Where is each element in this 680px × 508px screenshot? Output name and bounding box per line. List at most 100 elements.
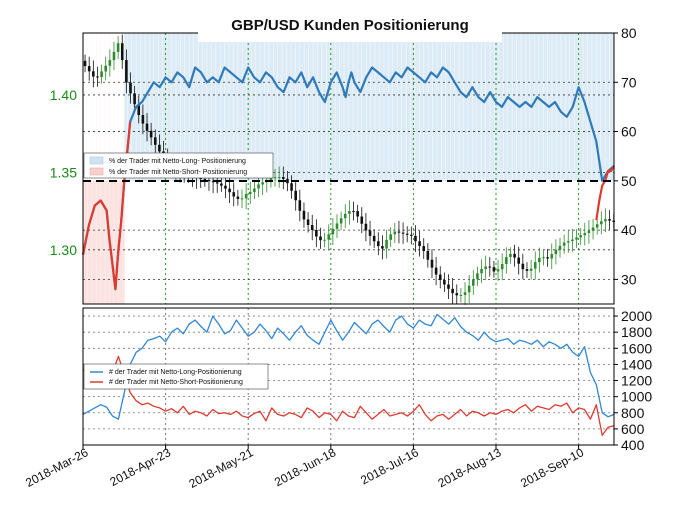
long-zone-slice (602, 33, 606, 181)
long-zone-slice (575, 33, 579, 181)
long-zone-slice (419, 33, 423, 181)
long-zone-slice (552, 33, 556, 181)
price-candle-body (381, 246, 384, 249)
price-candle-body (451, 288, 454, 294)
price-candle-body (298, 200, 302, 211)
long-zone-slice (460, 33, 464, 181)
long-zone-slice (366, 33, 370, 181)
price-candle-body (443, 279, 446, 285)
long-zone-slice (345, 33, 349, 181)
price-candle-body (327, 234, 331, 240)
long-zone-slice (442, 33, 447, 181)
bottom-legend-box (83, 363, 269, 390)
right-tick-label: 30 (621, 271, 637, 287)
long-zone-slice (206, 33, 211, 181)
top-axis-ticks: 30 40 50 60 70 80 1.30 1.35 1.40 (50, 25, 637, 287)
price-candle-body (426, 251, 430, 260)
long-zone-slice (162, 33, 166, 181)
long-zone-slice (212, 33, 217, 181)
price-candle-body (385, 239, 388, 249)
long-zone-slice (203, 33, 208, 181)
x-tick-label: 2018-Aug-13 (436, 445, 504, 490)
x-tick-label: 2018-May-21 (187, 445, 256, 491)
price-candle-body (228, 188, 231, 193)
price-candle-body (158, 144, 161, 152)
long-zone-slice (611, 33, 615, 181)
price-candle-body (153, 137, 157, 145)
long-zone-slice (330, 33, 335, 181)
right-tick-label: 60 (621, 124, 637, 140)
price-candle-body (302, 210, 306, 220)
price-candle-body (244, 194, 248, 199)
price-candle-body (273, 177, 277, 179)
price-candle-body (513, 253, 516, 258)
price-candle-body (310, 225, 314, 230)
long-zone-slice (540, 33, 544, 181)
price-candle-body (269, 178, 273, 181)
long-zone-slice (372, 33, 376, 181)
net-long-percent-line (81, 66, 615, 291)
price-candle-body (248, 191, 252, 195)
price-candle-body (323, 239, 326, 241)
long-zone-slice (383, 33, 388, 181)
chart-title: GBP/USD Kunden Positionierung (231, 17, 469, 34)
price-candle-body (455, 293, 459, 296)
long-zone-slice (230, 33, 234, 181)
long-zone-slice (260, 33, 264, 181)
net-short-count-line (82, 355, 615, 436)
long-zone-slice (522, 33, 526, 181)
net-long-count-line (82, 313, 615, 420)
long-zone-slice (142, 33, 146, 181)
price-candle-body (410, 234, 413, 236)
long-zone-slice (416, 33, 420, 181)
long-zone-slice (513, 33, 518, 181)
long-zone-slice (534, 33, 538, 181)
long-zone-slice (463, 33, 467, 181)
price-candle-body (315, 229, 318, 237)
price-candle-body (517, 257, 521, 264)
price-candle-body (306, 219, 310, 226)
price-candle-body (261, 182, 264, 185)
price-candle-body (129, 82, 132, 94)
long-zone-slice (507, 33, 512, 181)
price-candle-body (538, 257, 541, 263)
price-candle-body (372, 235, 376, 242)
long-zone-slice (168, 33, 172, 181)
long-zone-slice (410, 33, 414, 181)
bottom-legend: # der Trader mit Netto-Long-Positionieru… (83, 363, 269, 390)
price-candle-body (571, 239, 574, 242)
long-zone-slice (490, 33, 494, 181)
legend-label-long-count: # der Trader mit Netto-Long-Positionieru… (109, 369, 242, 376)
long-zone-slice (398, 33, 402, 181)
price-candle-body (356, 211, 359, 217)
price-candle-body (236, 196, 240, 200)
long-zone-slice (277, 33, 282, 181)
price-candle-body (87, 66, 91, 72)
long-zone-slice (504, 33, 509, 181)
long-zone-slice (186, 33, 190, 181)
price-candle-body (422, 246, 426, 252)
price-candle-body (253, 188, 256, 192)
long-zone-slice (233, 33, 237, 181)
price-candle-body (108, 60, 112, 66)
long-zone-slice (454, 33, 459, 181)
long-zone-slice (401, 33, 405, 181)
long-zone-slice (348, 33, 352, 181)
price-candle-body (224, 185, 227, 189)
long-zone-slice (283, 33, 287, 181)
short-zone-slice (109, 180, 113, 304)
price-candle-body (583, 233, 587, 236)
long-zone-slice (481, 33, 485, 181)
long-zone-slice (487, 33, 491, 181)
price-candle-body (476, 273, 479, 280)
price-candle-body (277, 177, 281, 179)
long-zone-slice (496, 33, 500, 181)
long-zone-slice (543, 33, 547, 181)
long-zone-slice (339, 33, 343, 181)
price-candle-body (376, 241, 380, 247)
long-zone-slice (221, 33, 225, 181)
price-candle-body (257, 184, 260, 189)
long-zone-slice (153, 33, 158, 181)
long-zone-slice (127, 33, 131, 181)
long-zone-slice (531, 33, 535, 181)
